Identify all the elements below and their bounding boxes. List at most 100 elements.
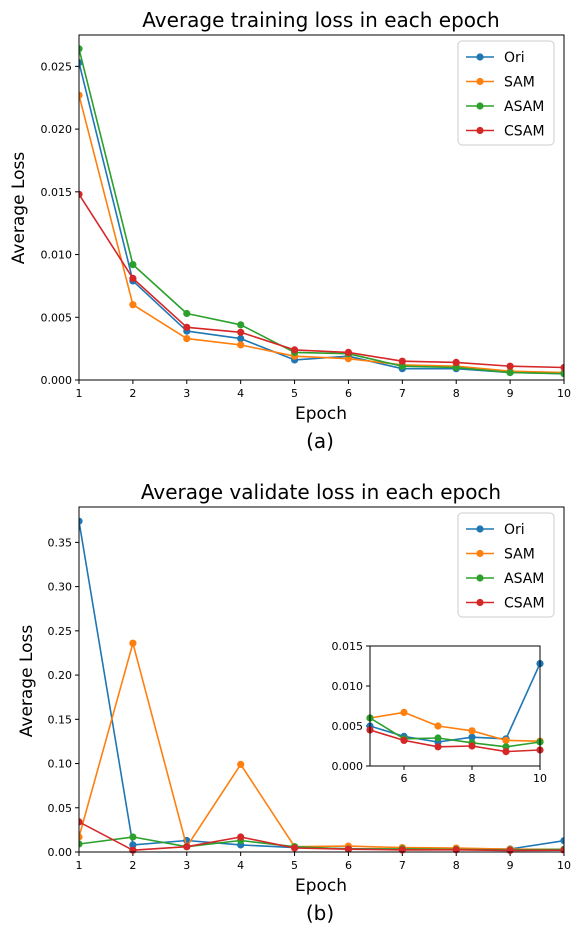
chart-b-plot: 1 2 3 4 5 6 7 8 9 10 0.00 0.05 0.10 0.15 0.20 0.25 0.30 0…: [48, 506, 571, 872]
chart-b-inset-point-csam: [400, 736, 408, 745]
chart-b-inset-point-sam: [502, 736, 510, 745]
chart-b-point-csam: [344, 845, 352, 853]
chart-a-point-csam: [183, 323, 191, 331]
chart-b-line-csam: [79, 821, 564, 852]
chart-b-point-ori: [79, 517, 83, 525]
chart-b-point-sam: [237, 760, 245, 769]
chart-a-legend-marker-csam: [476, 126, 484, 135]
chart-a-xtick-label: 2: [129, 387, 136, 400]
chart-b-legend-label-sam: SAM: [504, 547, 535, 563]
chart-a-ytick-label: 0.005: [41, 311, 73, 324]
chart-b-point-csam: [129, 846, 137, 854]
chart-b-inset-point-sam: [400, 708, 408, 717]
chart-b-point-asam: [79, 840, 83, 848]
chart-a-legend-label-asam: ASAM: [504, 99, 544, 115]
chart-a-point-sam: [183, 335, 191, 343]
chart-b-xtick-label: 1: [76, 859, 83, 872]
chart-b-legend-label-ori: Ori: [504, 522, 525, 538]
chart-a-xtick-label: 9: [507, 387, 514, 400]
chart-b-line-sam: [79, 642, 564, 851]
chart-b-legend: [457, 512, 555, 618]
chart-b-point-csam: [291, 844, 299, 852]
chart-b-ytick-label: 0.15: [48, 713, 73, 726]
chart-b-inset-point-csam: [434, 743, 442, 751]
chart-a-legend-marker-ori: [476, 53, 484, 61]
chart-a-point-asam: [398, 362, 406, 370]
chart-b-axes-frame: [78, 506, 565, 853]
chart-a-legend-marker-asam: [476, 102, 484, 110]
chart-b-xtick-label: 5: [291, 859, 298, 872]
chart-b-point-asam: [129, 833, 137, 841]
chart-b-point-csam: [79, 818, 83, 826]
chart-b-inset-point-csam: [502, 748, 510, 756]
chart-b-inset-point-sam: [468, 727, 476, 735]
chart-b-inset-point-asam: [434, 734, 442, 742]
chart-a-point-csam: [237, 328, 245, 336]
chart-b-inset-xtick-label: 10: [533, 772, 547, 785]
chart-a-ytick-label: 0.025: [41, 60, 73, 73]
chart-a-point-csam: [560, 363, 564, 372]
chart-b-legend-marker-sam: [476, 549, 484, 558]
chart-a-point-csam: [344, 348, 352, 356]
chart-a-legend-label-sam: SAM: [504, 75, 535, 91]
chart-a-point-ori: [237, 335, 245, 343]
chart-b-point-ori: [560, 837, 564, 845]
chart-b-title: Average validate loss in each epoch: [141, 480, 501, 504]
chart-b-point-sam: [129, 639, 137, 647]
chart-a-caption: (a): [306, 429, 334, 453]
chart-b-ytick-label: 0.05: [48, 802, 73, 815]
chart-b-inset-frame: [369, 645, 541, 767]
chart-a-point-sam: [344, 355, 352, 363]
chart-b-inset-xtick-label: 8: [469, 772, 476, 785]
chart-b-inset-ytick-label: 0.005: [332, 720, 364, 733]
chart-b-xlabel: Epoch: [295, 876, 347, 896]
chart-a-legend-label-ori: Ori: [504, 50, 525, 66]
chart-b-legend-marker-csam: [476, 598, 484, 607]
chart-b-inset-series-group: [366, 660, 544, 756]
chart-b-inset-ytick-label: 0.015: [332, 640, 364, 653]
chart-a-point-csam: [506, 362, 514, 370]
chart-a-point-asam: [129, 261, 137, 269]
chart-a-point-csam: [79, 190, 83, 198]
chart-b-ytick-label: 0.10: [48, 758, 73, 771]
chart-b-ylabel: Average Loss: [17, 625, 37, 738]
chart-b-inset-xtick-label: 6: [401, 772, 408, 785]
chart-a-legend: [457, 40, 555, 146]
chart-a-point-asam: [183, 309, 191, 318]
chart-a-xtick-label: 10: [557, 387, 571, 400]
chart-b-point-sam: [79, 833, 83, 841]
chart-b-series-group: [79, 517, 564, 855]
chart-a-point-csam: [398, 357, 406, 365]
chart-b-caption: (b): [306, 901, 334, 925]
chart-a-ytick-label: 0.015: [41, 186, 73, 199]
chart-a-legend-label-csam: CSAM: [504, 124, 545, 140]
chart-b-ytick-label: 0.25: [48, 625, 73, 638]
chart-a-ytick-label: 0.000: [41, 374, 73, 387]
chart-a-xtick-label: 1: [76, 387, 83, 400]
chart-b-legend-marker-asam: [476, 574, 484, 582]
chart-a-point-asam: [79, 45, 83, 53]
chart-b-legend-label-csam: CSAM: [504, 596, 545, 612]
chart-a-plot: 1 2 3 4 5 6 7 8 9 10 0.000 0.005 0.010 0.015 0.020 0.02…: [41, 34, 571, 400]
chart-a-point-csam: [129, 274, 137, 282]
chart-a-point-sam: [237, 341, 245, 349]
chart-a-axes-frame: [78, 34, 565, 381]
chart-a-point-asam: [506, 368, 514, 377]
chart-a-xtick-label: 6: [345, 387, 352, 400]
chart-b-inset-point-ori: [468, 733, 476, 741]
chart-b-xtick-label: 10: [557, 859, 571, 872]
chart-a-ytick-label: 0.010: [41, 249, 73, 262]
chart-b-xtick-label: 4: [237, 859, 244, 872]
chart-a-xtick-label: 7: [399, 387, 406, 400]
chart-a-xlabel: Epoch: [295, 404, 347, 424]
chart-b-inset-line-asam: [369, 717, 541, 748]
chart-a-point-sam: [129, 301, 137, 309]
chart-b-point-csam: [506, 846, 514, 855]
chart-b-point-csam: [237, 833, 245, 841]
chart-a-ylabel: Average Loss: [9, 152, 29, 265]
chart-a-line-sam: [79, 95, 564, 374]
chart-b-xtick-label: 7: [399, 859, 406, 872]
chart-b-inset-line-csam: [369, 729, 541, 753]
chart-a-title: Average training loss in each epoch: [142, 8, 499, 32]
